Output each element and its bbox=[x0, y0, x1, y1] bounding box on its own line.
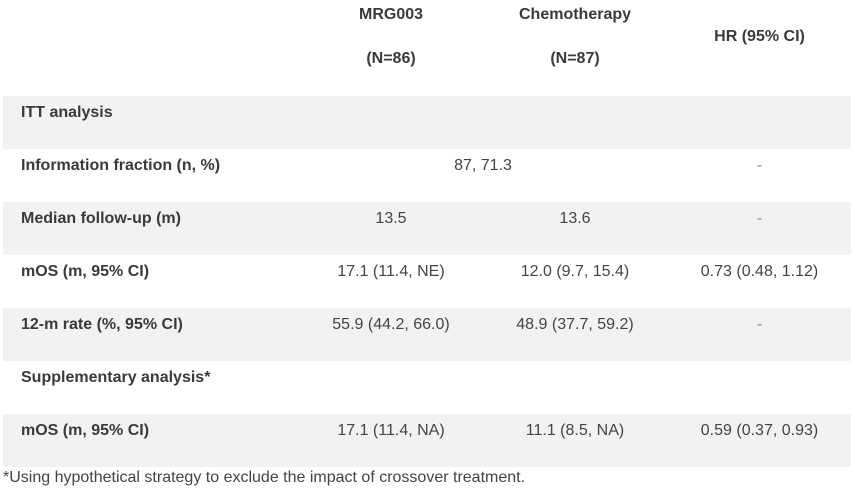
row-label: ITT analysis bbox=[21, 104, 113, 121]
header-chemotherapy-n: (N=87) bbox=[550, 50, 600, 67]
cell-mrg003: 17.1 (11.4, NA) bbox=[337, 422, 445, 439]
table-row-supplementary-analysis: Supplementary analysis* bbox=[3, 361, 851, 414]
header-mrg003-name: MRG003 bbox=[358, 6, 424, 23]
cell-chemotherapy: 12.0 (9.7, 15.4) bbox=[520, 263, 630, 280]
cell-chemotherapy: 11.1 (8.5, NA) bbox=[525, 422, 625, 439]
table-row-median-follow-up: Median follow-up (m) 13.5 13.6 - bbox=[3, 202, 851, 255]
row-label: Supplementary analysis* bbox=[21, 369, 211, 386]
cell-hr: - bbox=[756, 210, 763, 227]
row-label: 12-m rate (%, 95% CI) bbox=[21, 316, 183, 333]
table-header: MRG003 (N=86) Chemotherapy (N=87) HR (95… bbox=[3, 0, 851, 96]
cell-hr: 0.73 (0.48, 1.12) bbox=[700, 263, 819, 280]
header-mrg003-n: (N=86) bbox=[366, 50, 416, 67]
cell-hr: - bbox=[756, 316, 763, 333]
table-row-supplementary-mos: mOS (m, 95% CI) 17.1 (11.4, NA) 11.1 (8.… bbox=[3, 414, 851, 467]
header-hr-label: HR (95% CI) bbox=[714, 28, 805, 45]
row-label: mOS (m, 95% CI) bbox=[21, 263, 150, 280]
cell-chemotherapy: 48.9 (37.7, 59.2) bbox=[516, 316, 634, 333]
cell-hr: 0.59 (0.37, 0.93) bbox=[700, 422, 819, 439]
row-label: mOS (m, 95% CI) bbox=[21, 422, 150, 439]
results-table: MRG003 (N=86) Chemotherapy (N=87) HR (95… bbox=[3, 0, 851, 467]
table-row-information-fraction: Information fraction (n, %) 87, 71.3 - bbox=[3, 149, 851, 202]
cell-mrg003: 55.9 (44.2, 66.0) bbox=[332, 316, 450, 333]
header-chemotherapy: Chemotherapy (N=87) bbox=[485, 0, 665, 96]
table-row-12m-rate: 12-m rate (%, 95% CI) 55.9 (44.2, 66.0) … bbox=[3, 308, 851, 361]
cell-combined-value: 87, 71.3 bbox=[454, 157, 512, 174]
table-row-itt-analysis: ITT analysis bbox=[3, 96, 851, 149]
header-mrg003: MRG003 (N=86) bbox=[301, 0, 481, 96]
cell-chemotherapy: 13.6 bbox=[559, 210, 591, 227]
cell-mrg003: 17.1 (11.4, NE) bbox=[337, 263, 445, 280]
header-hr: HR (95% CI) bbox=[668, 0, 851, 96]
cell-hr: - bbox=[756, 157, 763, 174]
cell-mrg003: 13.5 bbox=[375, 210, 407, 227]
row-label: Information fraction (n, %) bbox=[21, 157, 221, 174]
table-row-mos: mOS (m, 95% CI) 17.1 (11.4, NE) 12.0 (9.… bbox=[3, 255, 851, 308]
header-chemotherapy-name: Chemotherapy bbox=[518, 6, 632, 23]
row-label: Median follow-up (m) bbox=[21, 210, 181, 227]
footnote: *Using hypothetical strategy to exclude … bbox=[3, 469, 526, 486]
